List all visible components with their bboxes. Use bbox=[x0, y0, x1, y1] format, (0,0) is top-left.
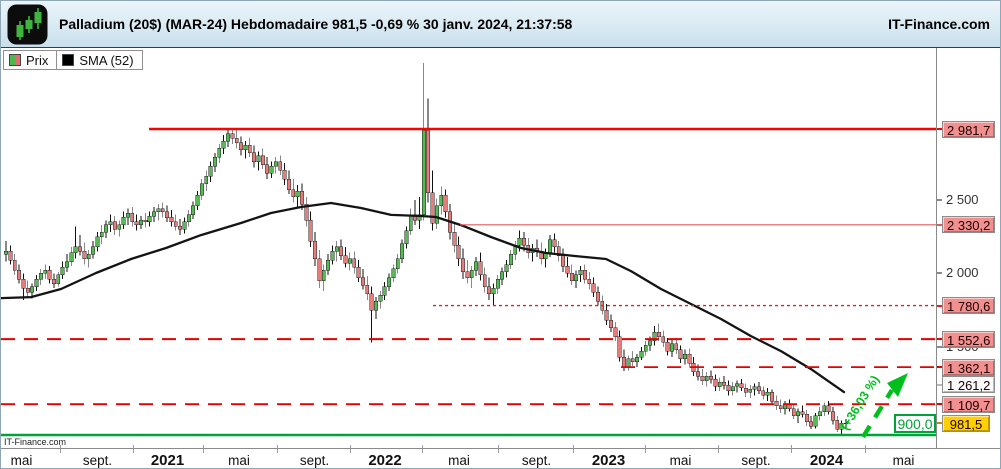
app-logo-icon[interactable] bbox=[7, 4, 48, 45]
axis-tick bbox=[937, 304, 942, 307]
candles-icon bbox=[9, 54, 21, 66]
support-price-label: 900,0 bbox=[894, 414, 936, 433]
legend-price-label: Prix bbox=[26, 52, 49, 68]
time-axis-label: sept. bbox=[82, 453, 113, 468]
svg-text:(+36,03 %): (+36,03 %) bbox=[838, 373, 882, 433]
legend-sma-label: SMA (52) bbox=[79, 52, 134, 68]
legend-item-sma[interactable]: SMA (52) bbox=[56, 50, 143, 70]
level-price-label: 2 330,2 bbox=[942, 216, 996, 234]
axis-tick bbox=[937, 345, 942, 348]
axis-tick bbox=[937, 422, 942, 424]
axis-tick bbox=[865, 445, 866, 453]
sma-swatch-icon bbox=[62, 54, 75, 66]
chart-title: Palladium (20$) (MAR-24) Hebdomadaire 98… bbox=[59, 16, 573, 32]
legend-item-price[interactable]: Prix bbox=[3, 50, 58, 70]
axis-tick bbox=[791, 445, 793, 453]
axis-tick bbox=[718, 445, 720, 453]
axis-tick bbox=[937, 223, 942, 226]
time-axis-label: mai bbox=[669, 453, 692, 468]
candles-series bbox=[4, 63, 848, 435]
time-axis-label: sept. bbox=[299, 453, 330, 468]
header: Palladium (20$) (MAR-24) Hebdomadaire 98… bbox=[1, 1, 1000, 48]
axis-tick bbox=[59, 445, 61, 453]
sma-line bbox=[1, 201, 846, 394]
time-axis-label: mai bbox=[10, 453, 33, 468]
level-price-label: 981,5 bbox=[942, 414, 990, 432]
axis-tick bbox=[203, 445, 205, 453]
level-price-label: 1 109,7 bbox=[942, 395, 996, 413]
axis-tick bbox=[422, 445, 423, 453]
time-axis-label: 2021 bbox=[150, 452, 185, 469]
watermark: IT-Finance.com bbox=[4, 437, 67, 447]
time-axis-label: sept. bbox=[521, 453, 552, 468]
time-axis-label: 2023 bbox=[591, 452, 626, 469]
axis-tick bbox=[937, 383, 942, 386]
brand-label: IT-Finance.com bbox=[888, 16, 990, 32]
level-price-label: 1 552,6 bbox=[942, 330, 996, 348]
axis-tick bbox=[276, 445, 278, 453]
level-price-label: 1 261,2 bbox=[942, 376, 996, 394]
time-axis-label: 2024 bbox=[809, 452, 844, 469]
axis-tick bbox=[349, 445, 351, 453]
time-axis-label: mai bbox=[448, 453, 470, 468]
time-axis-label: 2022 bbox=[368, 452, 402, 469]
axis-tick bbox=[937, 272, 942, 275]
level-lines bbox=[1, 127, 936, 437]
axis-tick bbox=[937, 366, 942, 369]
axis-tick bbox=[572, 445, 574, 453]
price-tick-label: 2 000 bbox=[946, 265, 979, 281]
axis-tick bbox=[937, 128, 942, 130]
time-axis-label: mai bbox=[892, 453, 915, 468]
level-price-label: 1 362,1 bbox=[942, 358, 996, 376]
level-price-label: 1 780,6 bbox=[942, 297, 996, 315]
axis-tick bbox=[937, 338, 942, 341]
axis-tick bbox=[497, 445, 499, 453]
price-tick-label: 2 500 bbox=[946, 191, 979, 207]
time-axis-label: mai bbox=[228, 453, 250, 468]
axis-tick bbox=[937, 198, 942, 201]
time-axis[interactable]: mai sept. 2021 mai sept. 2022 mai sept. 2023 mai s… bbox=[1, 445, 1000, 469]
axis-tick bbox=[937, 403, 942, 406]
time-axis-label: sept. bbox=[741, 453, 771, 468]
price-chart-canvas[interactable]: (+36,03 %) bbox=[1, 48, 936, 448]
level-price-label: 2 981,7 bbox=[942, 120, 996, 138]
axis-tick bbox=[132, 445, 134, 453]
axis-tick bbox=[644, 445, 646, 453]
legend: Prix SMA (52) bbox=[3, 50, 143, 70]
